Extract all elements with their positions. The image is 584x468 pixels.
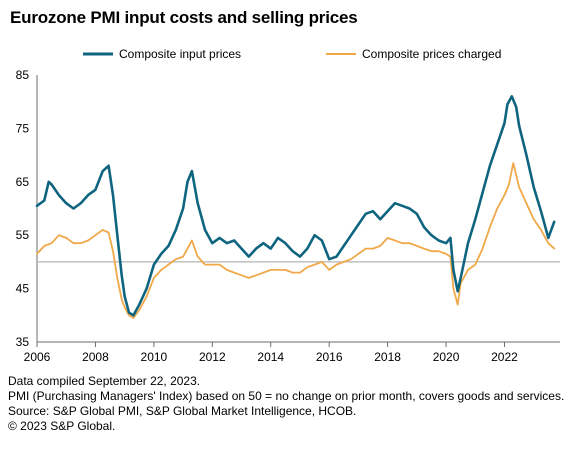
y-tick-label: 85: [16, 68, 30, 82]
y-tick-label: 75: [16, 121, 30, 135]
x-tick-label: 2006: [24, 350, 51, 364]
legend-item-input-prices: Composite input prices: [119, 47, 241, 61]
y-tick-label: 35: [16, 335, 30, 349]
x-tick-label: 2012: [199, 350, 226, 364]
x-tick-label: 2022: [491, 350, 518, 364]
x-tick-label: 2008: [82, 350, 109, 364]
y-tick-label: 55: [16, 228, 30, 242]
y-tick-label: 65: [16, 175, 30, 189]
legend: Composite input prices Composite prices c…: [83, 47, 501, 61]
x-tick-label: 2014: [257, 350, 284, 364]
chart-title: Eurozone PMI input costs and selling pri…: [10, 8, 358, 27]
x-tick-label: 2018: [374, 350, 401, 364]
y-tick-label: 45: [16, 282, 30, 296]
legend-item-prices-charged: Composite prices charged: [362, 47, 501, 61]
x-tick-label: 2020: [433, 350, 460, 364]
series-line-prices-charged: [36, 162, 556, 319]
footnote-compiled: Data compiled September 22, 2023.: [8, 374, 201, 388]
x-tick-label: 2016: [316, 350, 343, 364]
series-line-input-prices: [35, 95, 556, 317]
footnote-source: Source: S&P Global PMI, S&P Global Marke…: [8, 404, 357, 418]
footnote-definition: PMI (Purchasing Managers' Index) based o…: [8, 389, 565, 403]
x-tick-label: 2010: [141, 350, 168, 364]
series-layer: [35, 95, 556, 319]
axes: 35 45 55 65 75 85 2006 2008 2010 2012 2014 2016 2018…: [16, 68, 560, 364]
footnote-copyright: © 2023 S&P Global.: [8, 419, 116, 433]
